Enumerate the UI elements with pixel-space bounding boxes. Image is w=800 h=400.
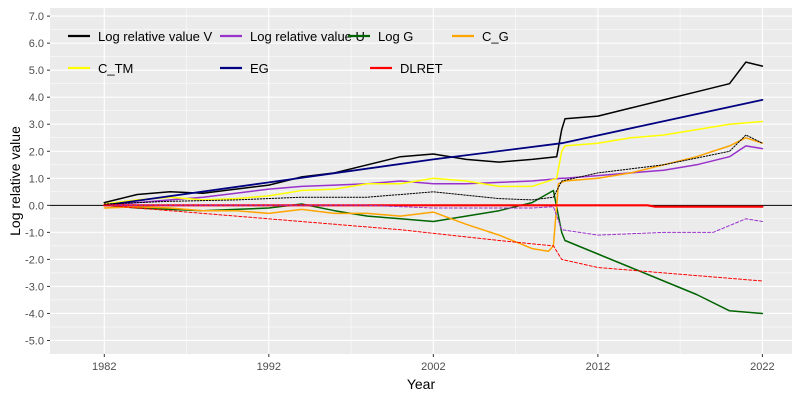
y-axis-title: Log relative value	[7, 126, 23, 236]
series-line-v-dotted	[103, 134, 763, 205]
series-line-c-tm	[103, 120, 764, 205]
legend: Log relative value V Log relative value U…	[68, 29, 509, 76]
legend-label: EG	[250, 61, 269, 76]
legend-label: DLRET	[400, 61, 443, 76]
legend-label: C_G	[482, 29, 509, 44]
legend-label: Log relative value U	[250, 29, 365, 44]
series-line-u-dashed	[103, 204, 763, 236]
series-line-red-dashed	[103, 204, 763, 282]
y-tick-label: 0.0	[29, 200, 44, 212]
y-tick-label: -2.0	[25, 254, 44, 266]
x-tick-label: 1982	[92, 361, 116, 373]
x-tick-label: 1992	[257, 361, 281, 373]
x-tick-label: 2002	[421, 361, 445, 373]
legend-label: Log G	[378, 29, 413, 44]
series-line-log-relative-value-v	[103, 61, 764, 204]
series-lines	[103, 61, 764, 315]
y-tick-label: -3.0	[25, 281, 44, 293]
x-axis-ticks: 1982 1992 2002 2012 2022	[92, 354, 775, 373]
y-tick-label: 6.0	[29, 38, 44, 50]
series-line-log-relative-value-u	[103, 145, 764, 207]
y-tick-label: 3.0	[29, 119, 44, 131]
y-tick-label: -5.0	[25, 335, 44, 347]
y-tick-label: -4.0	[25, 308, 44, 320]
y-tick-label: -1.0	[25, 227, 44, 239]
x-tick-label: 2022	[750, 361, 774, 373]
y-tick-label: 4.0	[29, 92, 44, 104]
legend-label: C_TM	[98, 61, 133, 76]
y-axis-ticks: -5.0 -4.0 -3.0 -2.0 -1.0 0.0 1.0 2.0 3.0 4.0 5.0 6.…	[25, 11, 50, 347]
series-line-log-g	[103, 189, 764, 315]
y-tick-label: 5.0	[29, 65, 44, 77]
x-tick-label: 2012	[586, 361, 610, 373]
minor-gridlines	[50, 8, 792, 354]
x-axis-title: Year	[407, 376, 436, 392]
series-line-eg	[103, 99, 764, 207]
y-tick-label: 1.0	[29, 173, 44, 185]
y-tick-label: 7.0	[29, 11, 44, 23]
y-tick-label: 2.0	[29, 146, 44, 158]
legend-label: Log relative value V	[98, 29, 213, 44]
